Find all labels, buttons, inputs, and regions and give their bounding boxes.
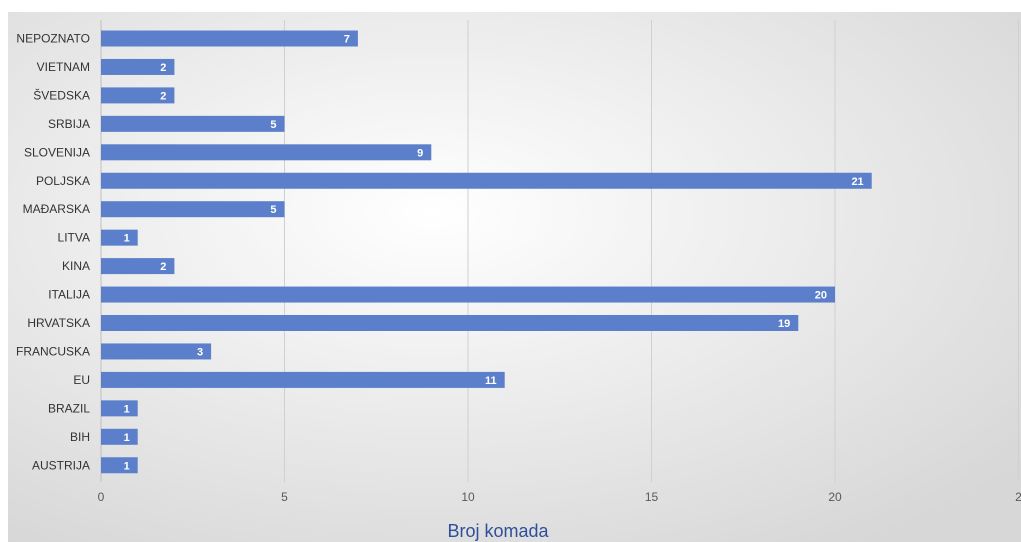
data-label: 2	[160, 261, 166, 273]
plot-background	[8, 12, 1021, 542]
bar	[101, 144, 432, 161]
category-label: LITVA	[58, 231, 90, 245]
category-label: FRANCUSKA	[16, 344, 90, 358]
data-label: 7	[344, 34, 350, 46]
bar	[101, 343, 212, 360]
bar	[101, 457, 138, 474]
data-label: 21	[851, 176, 863, 188]
category-label: MAĐARSKA	[23, 202, 90, 216]
data-label: 3	[197, 346, 203, 358]
x-tick-label: 5	[281, 490, 288, 504]
data-label: 5	[270, 204, 276, 216]
bar	[101, 87, 175, 104]
category-label: NEPOZNATO	[16, 32, 90, 46]
bar	[101, 201, 285, 218]
category-label: HRVATSKA	[27, 316, 90, 330]
x-tick-label: 2	[1015, 490, 1021, 504]
x-tick-label: 0	[98, 490, 105, 504]
category-label: EU	[73, 373, 90, 387]
category-label: POLJSKA	[36, 174, 90, 188]
category-label: BIH	[70, 430, 90, 444]
bar	[101, 315, 799, 331]
x-tick-label: 20	[828, 490, 842, 504]
bar	[101, 58, 175, 75]
bar	[101, 30, 358, 47]
bar	[101, 229, 138, 246]
data-label: 11	[485, 375, 497, 387]
data-label: 1	[124, 403, 130, 415]
data-label: 2	[160, 90, 166, 102]
category-label: SRBIJA	[48, 117, 90, 131]
category-label: ITALIJA	[48, 288, 90, 302]
x-axis-title: Broj komada	[447, 521, 549, 541]
data-label: 1	[124, 432, 130, 444]
category-label: SLOVENIJA	[24, 145, 90, 159]
x-tick-label: 15	[645, 490, 659, 504]
bar	[101, 371, 505, 388]
category-label: VIETNAM	[37, 60, 90, 74]
category-label: BRAZIL	[48, 401, 90, 415]
bar	[101, 286, 835, 303]
data-label: 5	[270, 119, 276, 131]
data-label: 1	[124, 233, 130, 245]
data-label: 1	[124, 460, 130, 472]
category-label: KINA	[62, 259, 90, 273]
bar	[101, 400, 138, 417]
x-tick-label: 10	[461, 490, 475, 504]
data-label: 19	[778, 318, 790, 330]
data-label: 9	[417, 147, 423, 159]
bar	[101, 258, 175, 275]
category-label: AUSTRIJA	[32, 458, 90, 472]
bar	[101, 172, 872, 189]
data-label: 2	[160, 62, 166, 74]
category-label: ŠVEDSKA	[33, 87, 90, 102]
bar	[101, 428, 138, 445]
data-label: 20	[815, 290, 827, 302]
bar	[101, 115, 285, 132]
